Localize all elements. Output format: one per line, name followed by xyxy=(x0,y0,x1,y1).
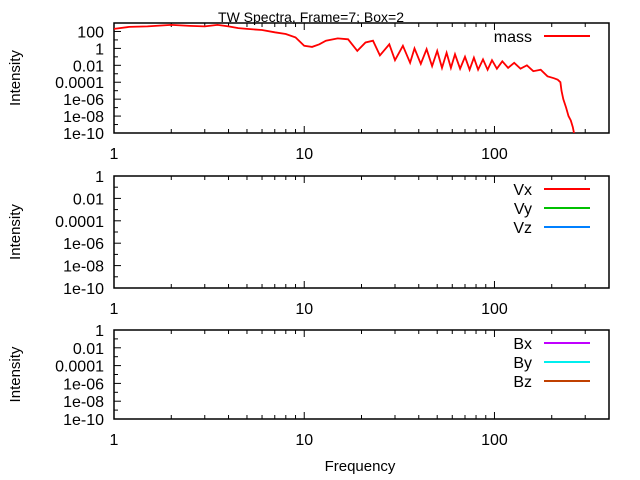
y-tick-label: 0.01 xyxy=(73,191,104,208)
x-tick-label: 10 xyxy=(295,301,313,318)
y-tick-label: 0.0001 xyxy=(55,359,104,376)
y-tick-label: 1e-08 xyxy=(63,109,104,126)
y-axis-label: Intensity xyxy=(7,50,24,106)
legend-label-Vy: Vy xyxy=(514,201,532,218)
x-tick-label: 100 xyxy=(481,301,508,318)
x-tick-label: 1 xyxy=(110,146,119,163)
y-tick-label: 0.0001 xyxy=(55,214,104,231)
x-axis-label: Frequency xyxy=(325,458,396,475)
x-tick-label: 100 xyxy=(481,432,508,449)
y-tick-label: 1e-06 xyxy=(63,92,104,109)
y-tick-label: 1 xyxy=(95,169,104,186)
legend-label-Bz: Bz xyxy=(513,374,532,391)
panel-1: 1 10 10010010.010.00011e-061e-081e-10Inten… xyxy=(7,9,610,163)
y-tick-label: 1 xyxy=(95,323,104,340)
legend-label-Bx: Bx xyxy=(513,336,532,353)
x-tick-label: 100 xyxy=(481,146,508,163)
y-tick-label: 0.01 xyxy=(73,341,104,358)
y-tick-label: 1e-10 xyxy=(63,412,104,429)
legend-label-Vz: Vz xyxy=(513,220,532,237)
y-tick-label: 1e-10 xyxy=(63,126,104,143)
legend-label-By: By xyxy=(513,355,532,372)
x-tick-label: 1 xyxy=(110,301,119,318)
x-tick-label: 10 xyxy=(295,146,313,163)
y-tick-label: 1e-06 xyxy=(63,376,104,393)
plot-frame xyxy=(113,329,610,420)
y-tick-label: 1e-08 xyxy=(63,394,104,411)
y-tick-label: 1e-08 xyxy=(63,259,104,276)
y-tick-label: 1e-06 xyxy=(63,236,104,253)
y-tick-label: 1e-10 xyxy=(63,281,104,298)
legend-label-Vx: Vx xyxy=(513,182,532,199)
y-tick-label: 0.0001 xyxy=(55,75,104,92)
x-tick-label: 10 xyxy=(295,432,313,449)
chart-title: TW Spectra, Frame=7; Box=2 xyxy=(218,9,404,25)
panel-3: 1 10 10010.010.00011e-061e-081e-10Intensit… xyxy=(7,323,610,475)
y-tick-label: 1 xyxy=(95,41,104,58)
x-tick-label: 1 xyxy=(110,432,119,449)
y-tick-label: 100 xyxy=(77,24,104,41)
plot-frame xyxy=(113,175,610,289)
plot-frame xyxy=(113,22,610,134)
y-axis-label: Intensity xyxy=(7,204,24,260)
panel-2: 1 10 100 1 0.01 0.0001 1e-06 1e-08 1e-10 Intensit… xyxy=(7,169,610,318)
series-line-mass xyxy=(114,23,575,133)
y-axis-label: Intensity xyxy=(7,346,24,402)
legend-label-mass: mass xyxy=(494,29,532,46)
y-tick-label: 0.01 xyxy=(73,58,104,75)
